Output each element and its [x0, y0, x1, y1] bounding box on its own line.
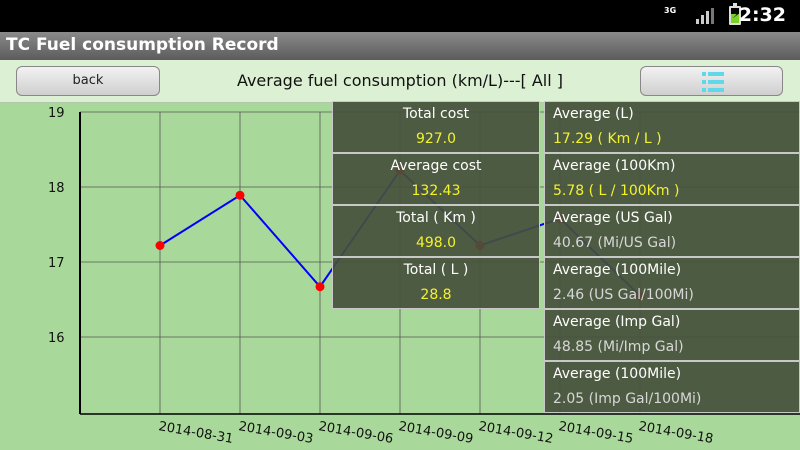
- summary-label: Average (Imp Gal): [553, 314, 681, 330]
- y-tick-label: 16: [48, 331, 65, 346]
- y-tick-label: 19: [48, 106, 65, 121]
- summary-value: 5.78 ( L / 100Km ): [553, 183, 680, 199]
- summary-value: 2.46 (US Gal/100Mi): [553, 287, 694, 303]
- chart-heading: Average fuel consumption (km/L)---[ All …: [236, 71, 564, 90]
- summary-average-l-per-100km: Average (100Km) 5.78 ( L / 100Km ): [544, 153, 800, 205]
- summary-label: Total ( Km ): [396, 210, 476, 226]
- x-tick-label: 2014-09-15: [557, 419, 634, 447]
- summary-value: 2.05 (Imp Gal/100Mi): [553, 391, 702, 407]
- back-button[interactable]: back: [16, 66, 160, 96]
- summary-label: Average (US Gal): [553, 210, 673, 226]
- list-menu-button[interactable]: [640, 66, 783, 96]
- summary-average-cost: Average cost 132.43: [332, 153, 540, 205]
- x-tick-label: 2014-09-06: [317, 419, 394, 447]
- summary-average-imp-gal: Average (Imp Gal) 48.85 (Mi/Imp Gal): [544, 309, 800, 361]
- summary-label: Average cost: [390, 158, 482, 174]
- x-tick-label: 2014-08-31: [157, 419, 234, 447]
- y-tick-label: 18: [48, 181, 65, 196]
- app-title: TC Fuel consumption Record: [6, 35, 279, 55]
- x-tick-label: 2014-09-03: [237, 419, 314, 447]
- list-menu-icon: [702, 72, 724, 92]
- network-type-indicator: 3G: [664, 6, 677, 15]
- summary-value: 40.67 (Mi/US Gal): [553, 235, 677, 251]
- summary-value: 927.0: [415, 131, 457, 147]
- toolbar: back Average fuel consumption (km/L)---[…: [0, 60, 800, 103]
- summary-total-liters: Total ( L ) 28.8: [332, 257, 540, 309]
- summary-average-imp-gal-100mi: Average (100Mile) 2.05 (Imp Gal/100Mi): [544, 361, 800, 413]
- summary-label: Average (100Mile): [553, 366, 682, 382]
- summary-value: 17.29 ( Km / L ): [553, 131, 662, 147]
- summary-label: Average (100Km): [553, 158, 676, 174]
- summary-value: 48.85 (Mi/Imp Gal): [553, 339, 684, 355]
- summary-total-km: Total ( Km ) 498.0: [332, 205, 540, 257]
- summary-label: Total ( L ): [403, 262, 469, 278]
- summary-average-us-gal: Average (US Gal) 40.67 (Mi/US Gal): [544, 205, 800, 257]
- x-tick-label: 2014-09-18: [637, 419, 714, 447]
- summary-label: Average (100Mile): [553, 262, 682, 278]
- data-point: [315, 282, 325, 292]
- summary-total-cost: Total cost 927.0: [332, 101, 540, 153]
- summary-value: 498.0: [415, 235, 457, 251]
- status-bar: 3G ⚡ 2:32: [0, 0, 800, 32]
- summary-value: 28.8: [420, 287, 452, 303]
- summary-average-us-gal-100mi: Average (100Mile) 2.46 (US Gal/100Mi): [544, 257, 800, 309]
- y-tick-label: 17: [48, 256, 65, 271]
- data-point: [235, 190, 245, 200]
- app-title-bar: TC Fuel consumption Record: [0, 32, 800, 60]
- x-tick-label: 2014-09-09: [397, 419, 474, 447]
- summary-label: Total cost: [402, 106, 470, 122]
- battery-charging-icon: ⚡: [729, 3, 741, 25]
- data-point: [155, 241, 165, 250]
- x-tick-label: 2014-09-12: [477, 419, 554, 447]
- status-clock: 2:32: [738, 4, 786, 26]
- summary-average-km-per-liter: Average (L) 17.29 ( Km / L ): [544, 101, 800, 153]
- signal-icon: [696, 8, 714, 24]
- summary-value: 132.43: [411, 183, 461, 199]
- summary-label: Average (L): [553, 106, 634, 122]
